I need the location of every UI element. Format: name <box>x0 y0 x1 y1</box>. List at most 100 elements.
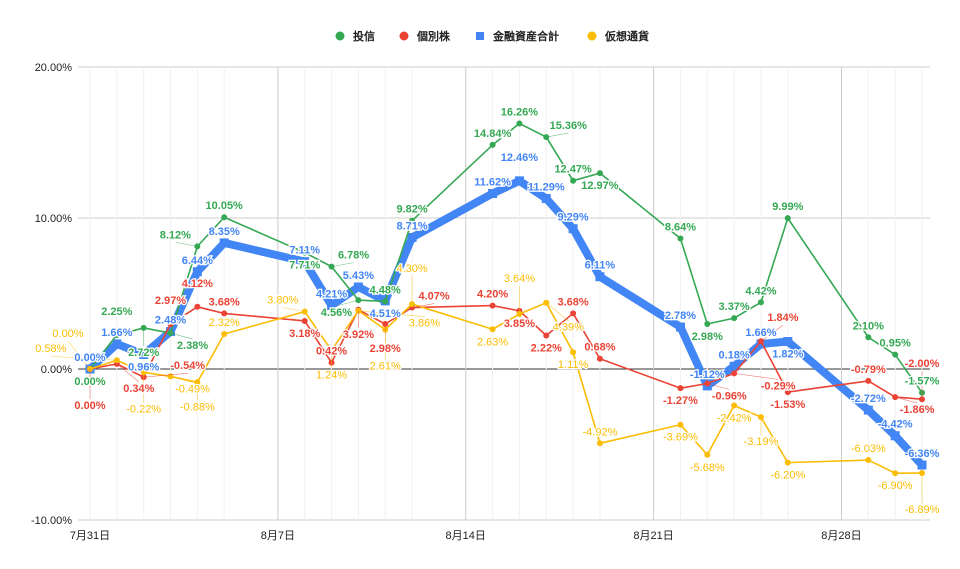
data-point <box>596 170 603 177</box>
data-label: 11.29% <box>528 182 565 194</box>
data-point <box>221 310 228 317</box>
data-label: -1.86% <box>900 404 935 416</box>
data-label: -5.68% <box>690 462 725 474</box>
label-leader-line <box>546 132 569 138</box>
data-label: 4.42% <box>745 285 776 297</box>
data-label: 9.29% <box>557 212 588 224</box>
data-label: -0.96% <box>712 390 747 402</box>
data-point <box>407 232 417 242</box>
data-label: 3.64% <box>504 273 535 285</box>
data-label: 8.71% <box>396 220 427 232</box>
data-point <box>139 350 149 360</box>
data-label: 12.46% <box>501 152 539 164</box>
label-leader-line <box>734 373 779 380</box>
data-label: 3.86% <box>409 318 440 330</box>
data-label: -0.54% <box>170 360 205 372</box>
data-point <box>488 189 498 199</box>
data-point <box>219 238 229 248</box>
label-leader-line <box>707 383 730 390</box>
legend-dot-icon <box>587 31 597 41</box>
data-point <box>300 257 310 267</box>
data-point <box>543 332 550 339</box>
data-point <box>596 440 603 447</box>
data-point <box>892 470 899 477</box>
legend-item[interactable]: 仮想通貨 <box>587 29 650 43</box>
data-label: -2.72% <box>851 393 886 405</box>
data-label: 12.97% <box>581 180 619 192</box>
data-label: -6.89% <box>905 504 940 516</box>
label-leader-line <box>170 376 193 383</box>
data-point <box>541 194 551 204</box>
data-point <box>731 315 738 322</box>
data-label: 2.63% <box>477 336 508 348</box>
x-tick-label: 8月21日 <box>633 530 673 542</box>
data-label: 3.80% <box>267 295 298 307</box>
legend-label: 金融資産合計 <box>492 29 559 43</box>
data-label: 1.82% <box>772 349 803 361</box>
data-label: 2.98% <box>370 343 401 355</box>
y-tick-label: -10.00% <box>31 515 72 527</box>
label-leader-line <box>546 302 569 321</box>
data-label: 6.78% <box>338 250 369 262</box>
data-label: 3.18% <box>289 328 320 340</box>
data-label: -2.42% <box>717 413 752 425</box>
data-label: 8.12% <box>160 229 191 241</box>
data-label: -4.42% <box>878 419 913 431</box>
data-label: 0.58% <box>35 343 66 355</box>
data-point <box>301 317 308 324</box>
data-label: 0.68% <box>584 342 615 354</box>
data-label: 1.84% <box>767 312 798 324</box>
data-label: -6.90% <box>878 480 913 492</box>
legend-item[interactable]: 投信 <box>335 29 376 43</box>
data-label: 3.37% <box>719 301 750 313</box>
data-point <box>167 321 174 328</box>
legend-dot-icon <box>335 31 345 41</box>
data-point <box>596 355 603 362</box>
data-label: -3.19% <box>744 436 779 448</box>
data-label: -1.57% <box>905 376 940 388</box>
label-leader-line <box>282 307 305 312</box>
data-point <box>570 310 577 317</box>
data-label: 4.21% <box>316 288 347 300</box>
x-tick-label: 8月14日 <box>446 530 486 542</box>
data-label: 12.47% <box>554 164 592 176</box>
label-leader-line <box>760 324 784 342</box>
data-label: -6.36% <box>905 448 940 460</box>
data-point <box>677 421 684 428</box>
data-point <box>731 402 738 409</box>
data-label: 1.66% <box>745 327 776 339</box>
legend-item[interactable]: 個別株 <box>399 29 451 43</box>
data-point <box>890 431 900 441</box>
data-label: 14.84% <box>474 128 512 140</box>
data-label: 4.12% <box>182 278 213 290</box>
legend-label: 投信 <box>353 29 375 43</box>
data-label: 1.66% <box>101 327 132 339</box>
label-leader-line <box>143 372 188 378</box>
data-point <box>784 389 791 396</box>
label-leader-line <box>175 242 198 247</box>
data-point <box>865 334 872 341</box>
data-label: 5.43% <box>343 270 374 282</box>
data-label: 2.25% <box>101 306 132 318</box>
data-label: 0.95% <box>880 338 911 350</box>
data-point <box>757 299 764 306</box>
data-label: 4.39% <box>553 322 584 334</box>
label-leader-line <box>358 310 425 318</box>
label-leader-line <box>331 262 354 267</box>
data-label: 7.71% <box>289 260 320 272</box>
label-leader-line <box>67 340 91 370</box>
data-label: 11.62% <box>474 177 511 189</box>
data-point <box>917 460 927 470</box>
data-label: -4.92% <box>583 426 618 438</box>
data-point <box>865 457 872 464</box>
data-label: 8.64% <box>665 222 696 234</box>
data-label: 2.98% <box>692 331 723 343</box>
data-point <box>595 272 605 282</box>
data-point <box>194 303 201 310</box>
data-label: 10.05% <box>206 200 244 212</box>
data-label: 0.96% <box>128 362 159 374</box>
data-point <box>892 351 899 358</box>
legend-item[interactable]: 金融資産合計 <box>476 29 559 43</box>
data-point <box>514 176 524 186</box>
